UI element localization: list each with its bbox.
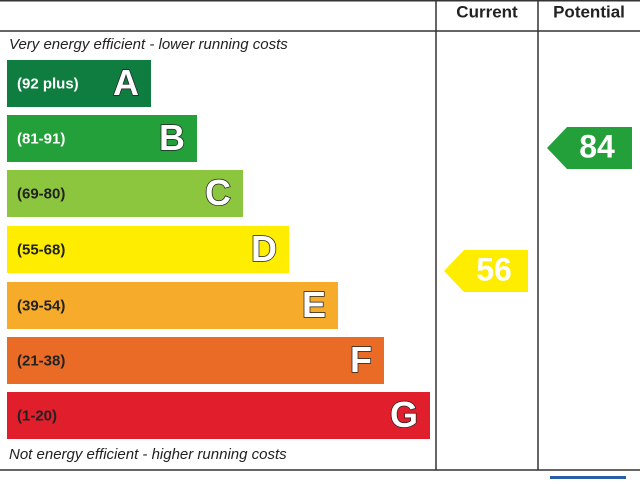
band-bar	[7, 60, 151, 107]
band-range: (92 plus)	[17, 75, 79, 92]
potential-value: 84	[579, 128, 615, 164]
bands: (92 plus) A (81-91) B (69-80) C (55-68) D (39-54…	[7, 60, 430, 439]
band-letter: C	[205, 172, 231, 213]
current-arrow	[444, 250, 528, 292]
band-range: (21-38)	[17, 352, 65, 369]
band-range: (39-54)	[17, 297, 65, 314]
band-letter: E	[302, 284, 326, 325]
band-bar	[7, 337, 384, 384]
band-letter: D	[251, 228, 277, 269]
band-letter: B	[159, 117, 185, 158]
frame	[0, 0, 640, 471]
band-letter: A	[113, 62, 139, 103]
potential-arrow	[547, 127, 632, 169]
band-bar	[7, 226, 289, 273]
band-bar	[7, 115, 197, 162]
band-range: (55-68)	[17, 241, 65, 258]
current-value: 56	[476, 251, 512, 287]
edge-mark	[550, 476, 626, 479]
current-header: Current	[456, 2, 518, 21]
band-range: (1-20)	[17, 407, 57, 424]
top-note: Very energy efficient - lower running co…	[9, 36, 288, 53]
band-bar	[7, 170, 243, 217]
potential-header: Potential	[553, 2, 625, 21]
band-range: (81-91)	[17, 130, 65, 147]
band-letter: F	[350, 339, 372, 380]
band-range: (69-80)	[17, 185, 65, 202]
bottom-note: Not energy efficient - higher running co…	[9, 446, 287, 463]
band-bar	[7, 282, 338, 329]
band-bar	[7, 392, 430, 439]
band-letter: G	[390, 394, 418, 435]
